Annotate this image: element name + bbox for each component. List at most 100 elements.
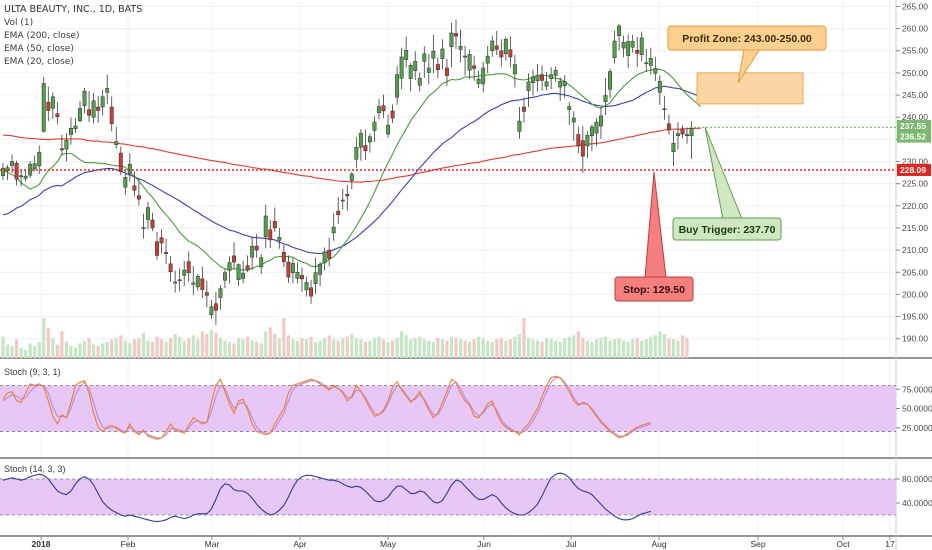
candle[interactable]	[585, 130, 590, 158]
candle[interactable]	[109, 96, 114, 132]
candle[interactable]	[245, 255, 250, 273]
candle[interactable]	[96, 95, 101, 123]
candle[interactable]	[159, 229, 164, 254]
candle[interactable]	[19, 170, 24, 187]
candle[interactable]	[204, 280, 209, 308]
buy-trigger-callout[interactable]: Buy Trigger: 237.70	[672, 126, 782, 241]
candle[interactable]	[322, 247, 327, 271]
candle[interactable]	[612, 30, 617, 64]
candle[interactable]	[571, 110, 576, 141]
candle[interactable]	[508, 36, 513, 68]
candle[interactable]	[32, 155, 37, 172]
candle[interactable]	[449, 22, 454, 68]
candle[interactable]	[377, 99, 381, 120]
candle[interactable]	[567, 102, 572, 126]
candle[interactable]	[635, 37, 640, 68]
candle[interactable]	[155, 231, 159, 260]
candle[interactable]	[259, 254, 264, 275]
candle[interactable]	[223, 268, 227, 289]
candle[interactable]	[218, 285, 223, 310]
candle[interactable]	[127, 153, 132, 182]
candle[interactable]	[599, 107, 603, 139]
candle[interactable]	[150, 212, 155, 232]
candle[interactable]	[395, 66, 400, 105]
candle[interactable]	[46, 86, 51, 122]
candle[interactable]	[417, 72, 422, 92]
candle[interactable]	[354, 137, 359, 169]
candle[interactable]	[671, 130, 676, 167]
candle[interactable]	[91, 92, 96, 124]
candle[interactable]	[644, 48, 649, 72]
candle[interactable]	[413, 51, 418, 80]
candle[interactable]	[281, 244, 286, 267]
candle[interactable]	[336, 196, 341, 224]
candle[interactable]	[680, 125, 685, 139]
stop-callout[interactable]: Stop: 129.50	[614, 171, 694, 302]
candle[interactable]	[522, 97, 526, 123]
candle[interactable]	[481, 61, 486, 93]
candle[interactable]	[182, 260, 187, 286]
candle[interactable]	[685, 127, 689, 144]
candle[interactable]	[476, 70, 481, 88]
candle[interactable]	[195, 274, 200, 291]
candle[interactable]	[422, 46, 427, 78]
candle[interactable]	[345, 184, 350, 211]
candle[interactable]	[200, 266, 205, 298]
candle[interactable]	[358, 129, 363, 161]
candle[interactable]	[123, 170, 128, 196]
candle[interactable]	[386, 114, 391, 138]
candle[interactable]	[608, 68, 612, 99]
candle[interactable]	[132, 171, 137, 197]
candle[interactable]	[73, 118, 78, 134]
candle[interactable]	[82, 87, 87, 114]
candle[interactable]	[241, 260, 246, 284]
candle[interactable]	[648, 47, 653, 75]
candle[interactable]	[268, 219, 273, 248]
candle[interactable]	[87, 91, 92, 123]
candle[interactable]	[580, 126, 585, 174]
candle[interactable]	[141, 213, 146, 239]
candle[interactable]	[146, 201, 150, 230]
candle[interactable]	[227, 256, 232, 284]
candle[interactable]	[603, 78, 608, 115]
candle[interactable]	[232, 242, 236, 270]
candle[interactable]	[544, 72, 549, 91]
candle[interactable]	[105, 74, 110, 104]
candle[interactable]	[263, 204, 268, 249]
candle[interactable]	[639, 31, 644, 62]
candle[interactable]	[177, 268, 182, 292]
candle[interactable]	[467, 49, 472, 80]
candle[interactable]	[621, 35, 626, 58]
candle[interactable]	[64, 133, 69, 162]
candle[interactable]	[666, 114, 671, 135]
candle[interactable]	[41, 76, 46, 133]
candle[interactable]	[440, 39, 445, 70]
candle[interactable]	[186, 251, 191, 282]
candle[interactable]	[191, 266, 196, 295]
candle[interactable]	[168, 255, 173, 282]
candle[interactable]	[254, 234, 259, 258]
profit-zone-box[interactable]	[696, 72, 804, 105]
candle[interactable]	[37, 145, 42, 174]
candle[interactable]	[309, 279, 313, 304]
candle[interactable]	[594, 118, 599, 147]
candle[interactable]	[517, 107, 522, 139]
candle[interactable]	[512, 54, 517, 88]
candle[interactable]	[381, 94, 386, 119]
candle[interactable]	[250, 236, 255, 271]
candle[interactable]	[494, 30, 499, 56]
candle[interactable]	[290, 257, 295, 284]
candle[interactable]	[213, 291, 218, 325]
candle[interactable]	[562, 75, 567, 99]
candle[interactable]	[14, 160, 19, 186]
candle[interactable]	[503, 36, 508, 61]
candle[interactable]	[526, 73, 531, 107]
candle[interactable]	[349, 172, 354, 190]
candle[interactable]	[327, 237, 332, 267]
candle[interactable]	[313, 257, 318, 294]
candle[interactable]	[426, 53, 431, 85]
candle[interactable]	[657, 75, 662, 105]
candle[interactable]	[304, 276, 309, 297]
candle[interactable]	[553, 66, 558, 82]
